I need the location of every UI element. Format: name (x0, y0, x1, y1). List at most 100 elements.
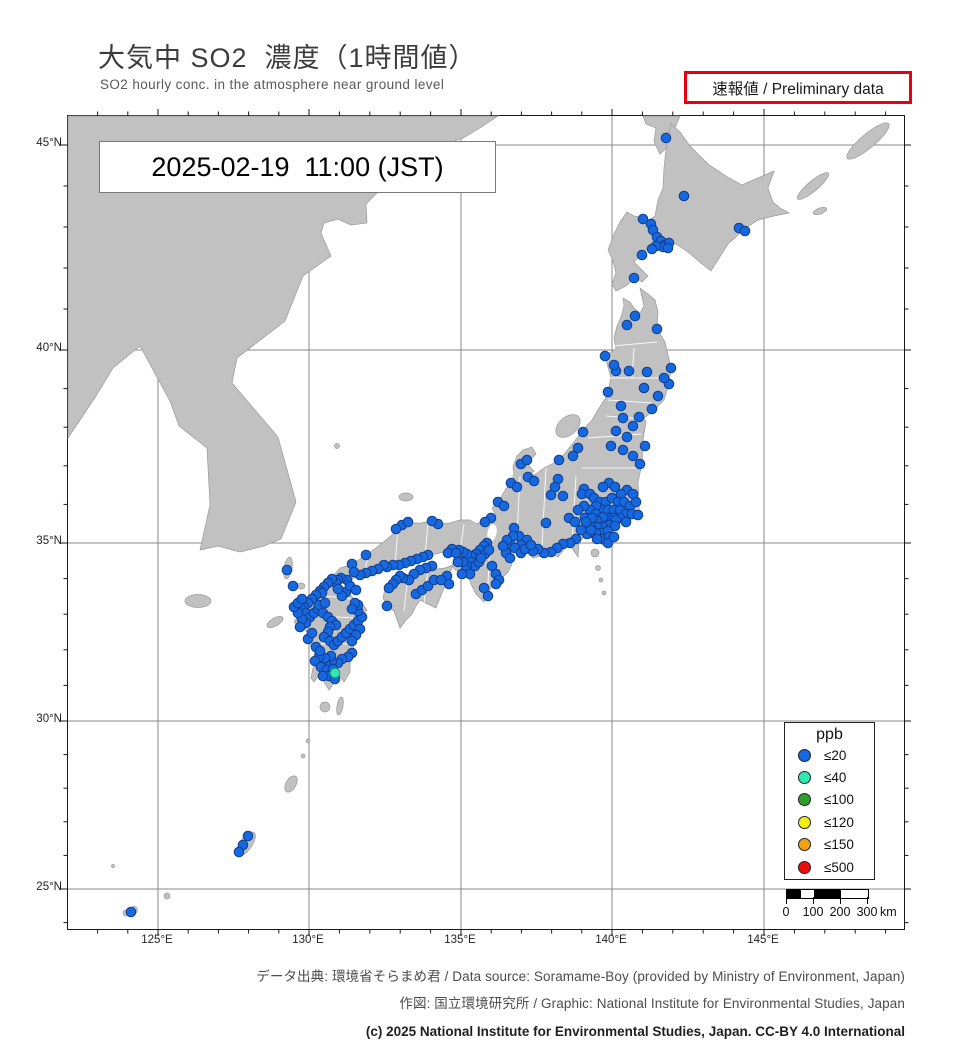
station-dot (610, 425, 622, 437)
station-dot (511, 481, 523, 493)
station-dot (665, 362, 677, 374)
lon-tick-label: 135°E (444, 934, 476, 946)
station-dot (479, 516, 491, 528)
station-dot (296, 593, 308, 605)
data-source-line: データ出典: 環境省そらまめ君 / Data source: Soramame-… (256, 969, 905, 984)
station-dot (599, 350, 611, 362)
island-jeju (184, 594, 212, 608)
station-dot (608, 531, 620, 543)
legend-row: ≤20 (785, 744, 874, 766)
station-dot (383, 582, 395, 594)
station-dot (450, 547, 462, 559)
station-dot (497, 540, 509, 552)
station-dot (478, 582, 490, 594)
station-dot (498, 500, 510, 512)
station-dot (381, 600, 393, 612)
station-dot (456, 568, 468, 580)
timestamp-box: 2025-02-19 11:00 (JST) (99, 141, 496, 193)
legend-row: ≤100 (785, 789, 874, 811)
station-dot (346, 635, 358, 647)
lat-tick-label: 45°N (36, 137, 62, 149)
legend-row: ≤120 (785, 811, 874, 833)
station-dot (557, 490, 569, 502)
graphic-credit-line: 作図: 国立環境研究所 / Graphic: National Institut… (399, 996, 905, 1011)
lakes-layer (487, 524, 497, 542)
station-dot (620, 516, 632, 528)
station-dot (597, 481, 609, 493)
station-dot (641, 366, 653, 378)
legend-label: ≤500 (824, 859, 854, 875)
station-dot (483, 544, 495, 556)
station-dot (390, 523, 402, 535)
station-dot (528, 475, 540, 487)
station-dot (549, 481, 561, 493)
island-oki (398, 492, 414, 502)
station-dot (572, 442, 584, 454)
island-tokara-2 (300, 753, 306, 759)
island-kunashiri (796, 172, 830, 200)
station-dot (637, 213, 649, 225)
station-dot (575, 524, 587, 536)
station-dot (490, 578, 502, 590)
legend-dot (798, 748, 811, 762)
scale-bar-strip (786, 889, 869, 899)
legend-label: ≤100 (824, 792, 854, 808)
island-miyako (163, 892, 171, 900)
station-dot (569, 516, 581, 528)
scale-bar-tick-label: 100 (802, 905, 824, 919)
legend-label: ≤150 (824, 837, 854, 853)
station-dot (608, 359, 620, 371)
station-dot (646, 243, 658, 255)
legend-label: ≤20 (824, 747, 847, 763)
station-dot (329, 667, 341, 679)
island-iturup (846, 122, 890, 160)
station-dot (660, 132, 672, 144)
island-shikotan (812, 206, 828, 216)
station-dots-layer (125, 132, 751, 918)
station-dot (580, 516, 592, 528)
station-dot (525, 539, 537, 551)
station-dot (233, 846, 245, 858)
island-izu-oshima (590, 548, 600, 558)
station-dot (294, 621, 306, 633)
station-dot (628, 272, 640, 284)
legend: ppb ≤20 ≤40 ≤100 ≤120 ≤150 ≤500 (784, 722, 875, 880)
legend-label: ≤120 (824, 814, 854, 830)
scale-bar-segment (800, 890, 814, 898)
station-dot (617, 444, 629, 456)
station-dot (652, 390, 664, 402)
page-subtitle: SO2 hourly conc. in the atmosphere near … (100, 77, 445, 92)
station-dot (639, 440, 651, 452)
station-dot (605, 440, 617, 452)
station-dot (621, 431, 633, 443)
station-dot (591, 533, 603, 545)
station-dot (360, 549, 372, 561)
lat-tick-label: 30°N (36, 713, 62, 725)
station-dot (577, 426, 589, 438)
station-dot (572, 504, 584, 516)
station-dot (658, 372, 670, 384)
station-dot (319, 597, 331, 609)
page-title: 大気中 SO2 濃度（1時間値） (98, 43, 477, 73)
lon-tick-label: 125°E (141, 934, 173, 946)
scale-bar-segment (787, 890, 801, 898)
station-dot (242, 830, 254, 842)
scale-bar-tick-label: 300 (856, 905, 878, 919)
axis-ticks (61, 109, 911, 936)
station-dot (638, 382, 650, 394)
station-dot (475, 552, 487, 564)
island-hokkaido (607, 123, 791, 292)
scale-bar-tick-label: 200 (829, 905, 851, 919)
station-dot (602, 386, 614, 398)
station-dot (609, 481, 621, 493)
station-dot (678, 190, 690, 202)
lon-tick-label: 130°E (292, 934, 324, 946)
station-dot (629, 310, 641, 322)
scale-bar: 0 100 200 300 km (783, 888, 906, 928)
island-amami (284, 775, 298, 793)
station-dot (662, 242, 674, 254)
station-dot (435, 574, 447, 586)
station-dot (630, 496, 642, 508)
legend-label: ≤40 (824, 770, 847, 786)
station-dot (615, 400, 627, 412)
